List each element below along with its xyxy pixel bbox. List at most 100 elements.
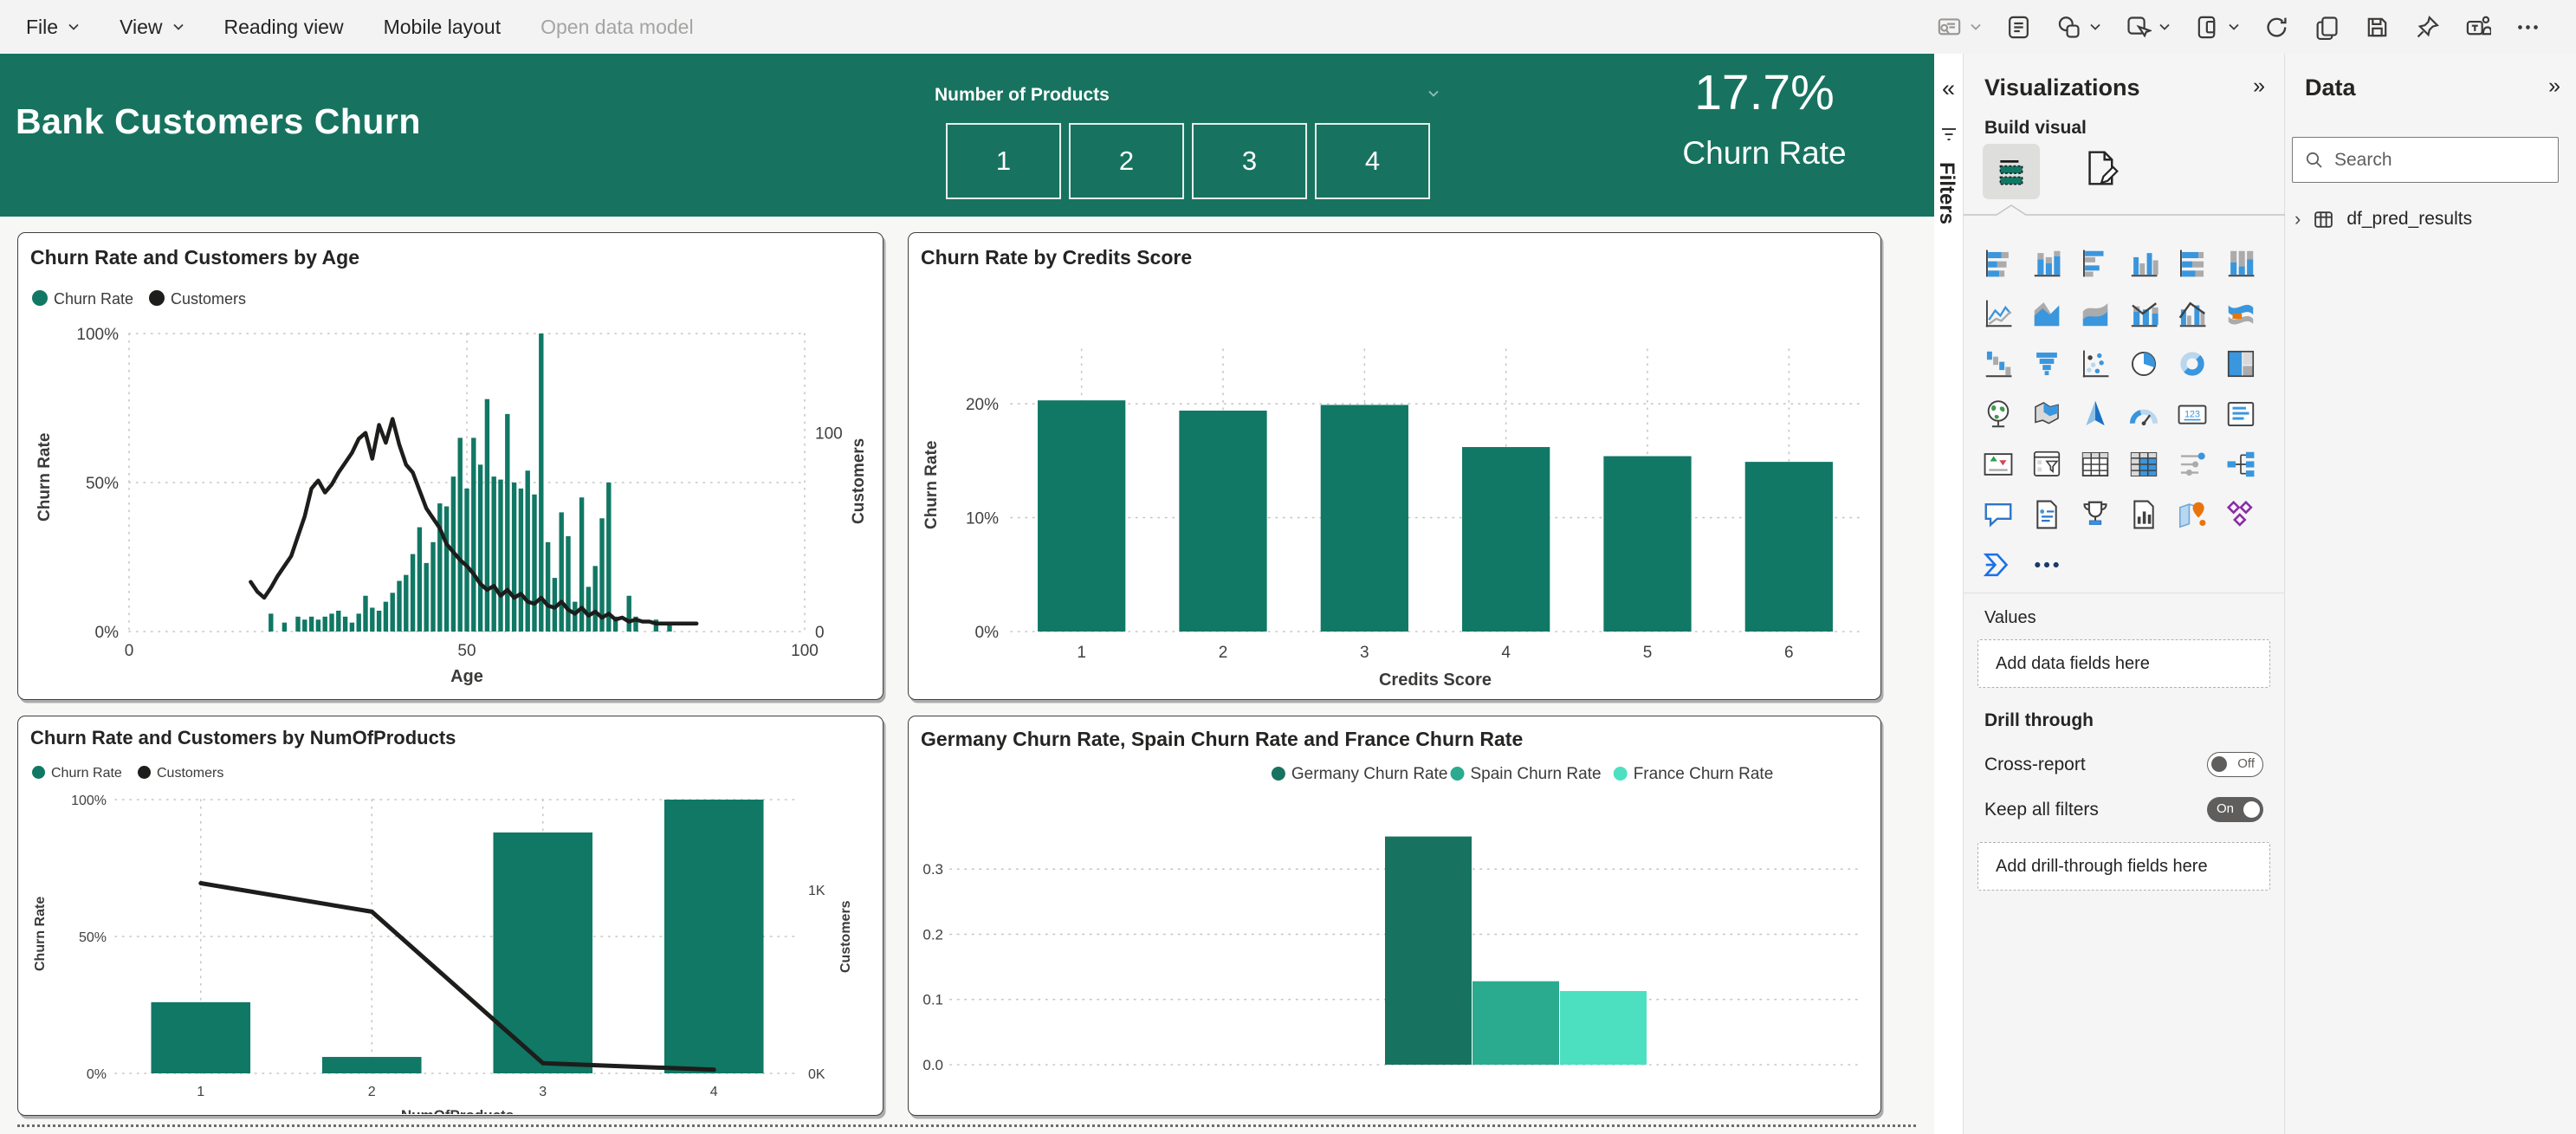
tab-build-visual[interactable] <box>1983 144 2040 199</box>
keep-all-filters-toggle[interactable]: On <box>2207 797 2263 822</box>
slicer-option-3[interactable]: 3 <box>1192 123 1307 199</box>
add-drill-through-fields-well[interactable]: Add drill-through fields here <box>1977 842 2270 891</box>
page-boundary <box>17 1124 1916 1127</box>
viz-icon-treemap[interactable] <box>2223 347 2258 381</box>
slicer-dropdown-icon[interactable] <box>1427 87 1440 102</box>
svg-text:100%: 100% <box>71 794 107 808</box>
viz-icon-waterfall-chart[interactable] <box>1981 347 2016 381</box>
chart-churn-by-credit-score[interactable]: Churn Rate by Credits Score 1 2 3 4 5 6 20% 10% 0… <box>908 232 1881 700</box>
svg-text:2: 2 <box>368 1085 376 1099</box>
menu-reading-view[interactable]: Reading view <box>223 15 344 38</box>
viz-icon-card[interactable]: 123 <box>2175 397 2210 431</box>
viz-icon-100-stacked-column-chart[interactable] <box>2223 246 2258 281</box>
chart-churn-by-country[interactable]: Germany Churn Rate, Spain Churn Rate and… <box>908 716 1881 1116</box>
search-icon <box>2306 152 2322 168</box>
add-data-fields-well[interactable]: Add data fields here <box>1977 639 2270 688</box>
insights-icon[interactable] <box>1936 14 1982 41</box>
page-view-icon[interactable] <box>2194 14 2240 41</box>
svg-text:0: 0 <box>815 624 825 642</box>
viz-icon-matrix[interactable] <box>2126 447 2161 482</box>
viz-icon-100-stacked-bar-chart[interactable] <box>2175 246 2210 281</box>
menu-view[interactable]: View <box>120 16 184 39</box>
viz-icon-clustered-bar-chart[interactable] <box>2078 246 2113 281</box>
viz-icon-arcgis-map[interactable] <box>2175 497 2210 532</box>
more-options-icon[interactable] <box>2515 14 2541 41</box>
viz-icon-line-and-clustered-column-chart[interactable] <box>2175 296 2210 331</box>
viz-icon-power-automate[interactable] <box>1981 548 2016 582</box>
refresh-icon[interactable] <box>2263 14 2290 41</box>
expand-filters-icon[interactable]: « <box>1941 75 1956 101</box>
svg-text:Customers: Customers <box>171 290 246 308</box>
collapse-data-panel-icon[interactable]: » <box>2548 74 2560 98</box>
viz-icon-stacked-area-chart[interactable] <box>2078 296 2113 331</box>
shapes-icon[interactable] <box>2055 14 2101 41</box>
viz-icon-ribbon-chart[interactable] <box>2223 296 2258 331</box>
chart-churn-by-age[interactable]: Churn Rate and Customers by Age Churn Rat… <box>17 232 883 700</box>
viz-icon-table[interactable] <box>2078 447 2113 482</box>
viz-icon-decomposition-tree[interactable] <box>2223 447 2258 482</box>
filter-icon[interactable] <box>1939 125 1958 148</box>
values-section-label: Values <box>1984 608 2036 627</box>
viz-icon-filled-map[interactable] <box>2029 397 2064 431</box>
slicer-option-1[interactable]: 1 <box>946 123 1061 199</box>
viz-icon-azure-map[interactable] <box>2078 397 2113 431</box>
viz-icon-gauge[interactable] <box>2126 397 2161 431</box>
viz-icon-metrics[interactable] <box>2078 497 2113 532</box>
viz-icon-line-and-stacked-column-chart[interactable] <box>2126 296 2161 331</box>
svg-text:0: 0 <box>125 642 134 660</box>
select-icon[interactable] <box>2125 14 2171 41</box>
expand-table-icon[interactable]: › <box>2294 208 2301 230</box>
data-table-item[interactable]: › df_pred_results <box>2294 208 2472 230</box>
teams-icon[interactable] <box>2464 14 2491 41</box>
menu-mobile-layout[interactable]: Mobile layout <box>383 15 502 38</box>
save-icon[interactable] <box>2364 14 2391 41</box>
search-box <box>2292 137 2559 183</box>
viz-icon-clustered-column-chart[interactable] <box>2126 246 2161 281</box>
menu-file[interactable]: File <box>26 16 80 39</box>
viz-icon-donut-chart[interactable] <box>2175 347 2210 381</box>
viz-icon-pie-chart[interactable] <box>2126 347 2161 381</box>
svg-text:100: 100 <box>815 425 843 444</box>
svg-text:0.1: 0.1 <box>922 992 943 1008</box>
svg-text:Churn Rate and Customers by Ag: Churn Rate and Customers by Age <box>30 246 359 269</box>
svg-text:Credits Score: Credits Score <box>1379 671 1492 690</box>
viz-icon-slicer[interactable] <box>2029 447 2064 482</box>
viz-icon-line-chart[interactable] <box>1981 296 2016 331</box>
viz-icon-q-and-a[interactable] <box>1981 497 2016 532</box>
collapse-visualizations-icon[interactable]: » <box>2253 74 2265 98</box>
svg-text:100%: 100% <box>76 326 119 344</box>
svg-text:Customers: Customers <box>157 766 223 781</box>
search-input[interactable] <box>2334 149 2534 171</box>
viz-icon-area-chart[interactable] <box>2029 296 2064 331</box>
viz-icon-funnel-chart[interactable] <box>2029 347 2064 381</box>
viz-icon-kpi[interactable] <box>1981 447 2016 482</box>
text-box-icon[interactable] <box>2005 14 2032 41</box>
viz-icon-paginated-report[interactable] <box>2126 497 2161 532</box>
viz-icon-stacked-bar-chart[interactable] <box>1981 246 2016 281</box>
svg-text:Spain Churn Rate: Spain Churn Rate <box>1471 765 1602 783</box>
svg-text:Germany Churn Rate: Germany Churn Rate <box>1291 765 1448 783</box>
duplicate-page-icon[interactable] <box>2314 14 2340 41</box>
viz-icon-button-slicer[interactable] <box>2175 447 2210 482</box>
filters-pane-label[interactable]: Filters <box>1935 162 1958 225</box>
tab-format-visual[interactable] <box>2083 149 2120 191</box>
pin-icon[interactable] <box>2414 14 2441 41</box>
viz-icon-power-apps[interactable] <box>2223 497 2258 532</box>
cross-report-toggle[interactable]: Off <box>2207 752 2263 777</box>
viz-icon-stacked-column-chart[interactable] <box>2029 246 2064 281</box>
slicer-option-2[interactable]: 2 <box>1069 123 1184 199</box>
viz-icon-map[interactable] <box>1981 397 2016 431</box>
viz-icon-multi-row-card[interactable] <box>2223 397 2258 431</box>
viz-icon-smart-narrative[interactable] <box>2029 497 2064 532</box>
viz-icon-more-visuals[interactable] <box>2029 548 2064 582</box>
svg-text:0.2: 0.2 <box>922 926 943 943</box>
svg-text:10%: 10% <box>966 510 999 528</box>
svg-text:5: 5 <box>1643 644 1653 662</box>
slicer-option-4[interactable]: 4 <box>1315 123 1430 199</box>
viz-icon-scatter-chart[interactable] <box>2078 347 2113 381</box>
report-canvas: Bank Customers Churn Number of Products … <box>0 54 1934 1134</box>
chart-churn-by-numofproducts[interactable]: Churn Rate and Customers by NumOfProduct… <box>17 716 883 1116</box>
menu-open-data-model[interactable]: Open data model <box>540 15 694 38</box>
kpi-value: 17.7% <box>1694 65 1835 120</box>
